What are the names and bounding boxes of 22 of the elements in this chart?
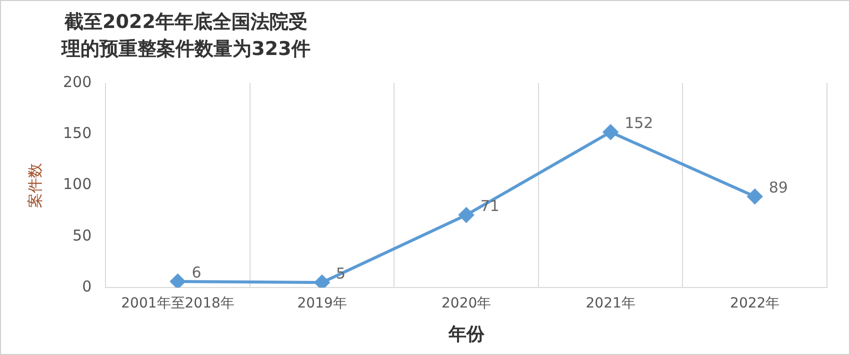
point: [747, 189, 762, 204]
x-tick-label: 2022年: [730, 296, 780, 312]
point: [458, 207, 474, 222]
chart-title: 截至2022年年底全国法院受理的预重整案件数量为323件: [60, 10, 312, 62]
y-tick-label: 150: [62, 124, 92, 142]
data-label: 89: [768, 178, 788, 196]
data-label: 152: [624, 114, 654, 132]
point: [314, 274, 330, 288]
y-tick-label: 100: [62, 175, 92, 194]
data-label: 6: [192, 263, 202, 282]
x-tick-label: 2001年至2018年: [121, 296, 234, 312]
x-axis-title: 年份: [447, 324, 486, 345]
data-label: 71: [480, 196, 500, 215]
x-tick-label: 2021年: [586, 296, 636, 312]
x-tick-label: 2020年: [441, 296, 492, 312]
y-tick-label: 0: [82, 277, 92, 296]
point: [170, 274, 186, 288]
y-tick-label: 50: [72, 226, 92, 244]
y-tick-label: 200: [62, 72, 92, 91]
point: [603, 124, 618, 140]
y-axis-title: 案件数: [26, 162, 44, 208]
x-tick-label: 2019年: [297, 296, 347, 312]
